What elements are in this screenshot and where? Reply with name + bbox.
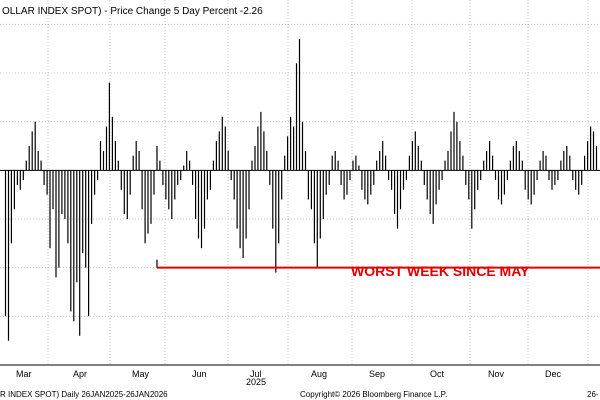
x-tick-label: Oct [430,369,445,379]
annotation-text: WORST WEEK SINCE MAY [351,263,530,279]
x-tick-label: Jun [192,369,207,379]
year-label: 2025 [246,377,266,387]
x-tick-label: Nov [488,369,505,379]
x-tick-label: Aug [311,369,327,379]
x-tick-label: Mar [16,369,32,379]
x-tick-label: May [132,369,150,379]
legend-label: OLLAR INDEX SPOT) - Price Change 5 Day P… [2,6,263,17]
x-tick-label: Dec [545,369,562,379]
footer-center: Copyright© 2026 Bloomberg Finance L.P. [300,390,447,399]
footer-right: 26- [587,390,599,399]
x-tick-label: Jul [250,369,262,379]
footer-left: R INDEX SPOT) Daily 26JAN2025-26JAN2026 [0,390,168,399]
x-tick-label: Apr [73,369,87,379]
bars [4,38,598,341]
x-tick-labels: Mar Apr May Jun Jul Aug Sep Oct Nov Dec [16,369,562,379]
x-tick-label: Sep [369,369,385,379]
